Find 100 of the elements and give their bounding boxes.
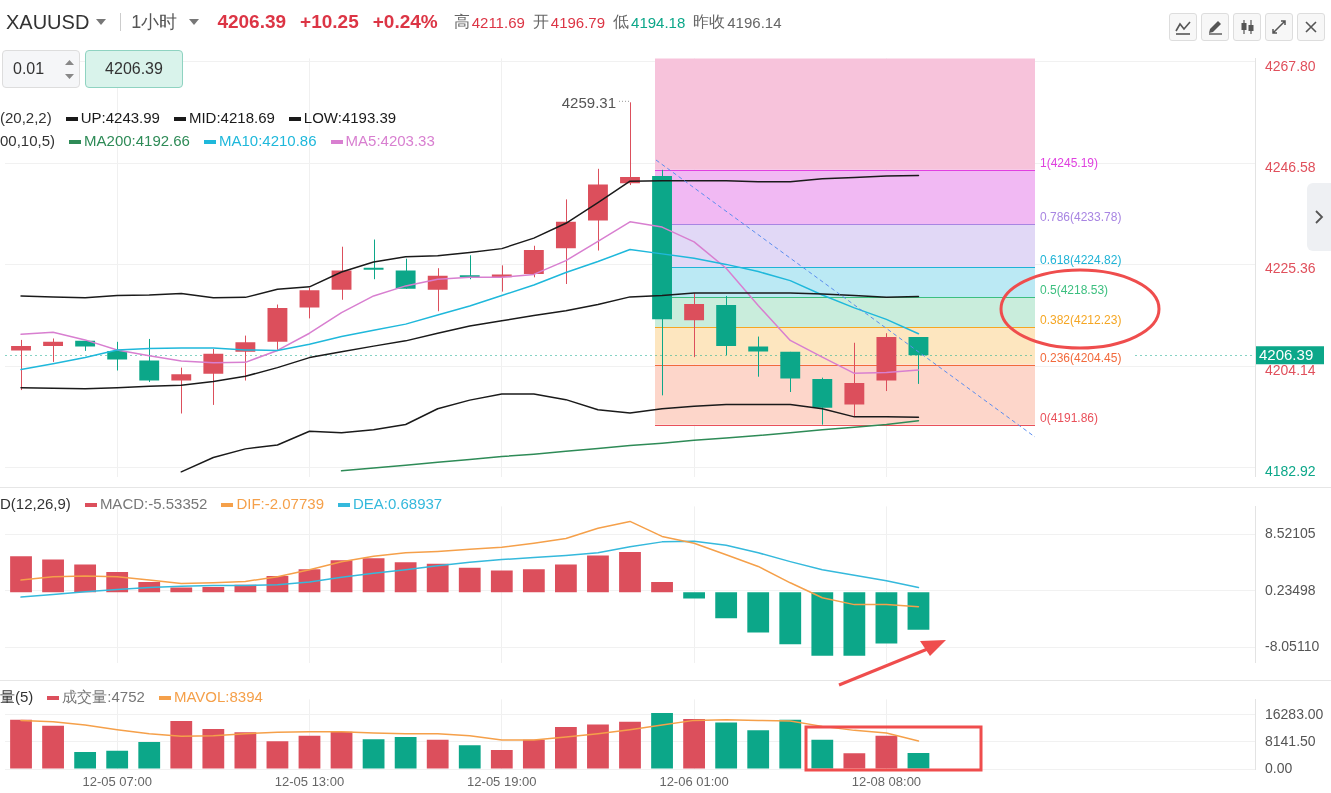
y-tick-label: 4225.36 <box>1265 260 1316 277</box>
y-tick-label: 8141.50 <box>1265 732 1316 749</box>
y-tick-label: 16283.00 <box>1265 705 1324 722</box>
bar <box>779 719 802 769</box>
x-tick-label: 12-05 19:00 <box>467 774 537 790</box>
candlestick <box>299 287 320 319</box>
annotation: 0.01 <box>13 60 45 78</box>
bar <box>522 569 545 593</box>
bar <box>42 725 64 769</box>
bar <box>587 724 609 769</box>
annotation: 4259.31 <box>561 94 616 112</box>
bar <box>715 722 738 769</box>
candlestick <box>363 239 384 280</box>
legend-label: MA200:4192.66 <box>84 132 190 149</box>
bar <box>362 558 385 593</box>
legend-label: DEA:0.68937 <box>352 495 443 512</box>
candlestick <box>171 367 192 415</box>
ref-line-label: 1(4245.19) <box>1040 155 1099 170</box>
bar <box>10 719 32 769</box>
bar <box>490 570 513 593</box>
candlestick <box>459 254 480 280</box>
bar <box>747 730 770 769</box>
bar <box>170 721 193 769</box>
candlestick <box>139 338 160 383</box>
bar <box>362 739 385 769</box>
candlestick <box>908 336 929 385</box>
bar <box>715 592 738 619</box>
annotation: 量(5) <box>0 688 34 705</box>
bar <box>490 750 513 769</box>
candlestick <box>11 339 31 391</box>
text: +10.25 <box>300 11 359 33</box>
legend-label: MACD:-5.53352 <box>99 495 208 512</box>
bar <box>779 592 802 645</box>
text: 低 <box>613 11 630 32</box>
bar <box>10 556 32 593</box>
y-tick-label: 4182.92 <box>1265 463 1316 480</box>
ref-line-label: 0(4191.86) <box>1040 410 1099 425</box>
candlestick <box>427 267 448 312</box>
text: 4194.18 <box>631 13 686 31</box>
chart-title: XAUUSD <box>6 10 90 34</box>
bar <box>619 721 641 769</box>
text: 开 <box>532 11 549 32</box>
text: 高 <box>453 11 470 32</box>
text: 4196.79 <box>550 13 606 31</box>
bar <box>426 739 449 769</box>
annotation: D(12,26,9) <box>0 495 71 512</box>
bar <box>74 752 97 769</box>
bar <box>42 559 64 593</box>
x-tick-label: 12-05 13:00 <box>274 774 345 790</box>
bar <box>619 552 641 593</box>
text: 4196.14 <box>727 13 782 31</box>
x-tick-label: 12-05 07:00 <box>82 774 152 790</box>
bar <box>202 729 225 769</box>
bar <box>811 739 834 769</box>
bar <box>555 727 577 769</box>
candlestick <box>203 348 224 406</box>
bar <box>875 592 898 644</box>
bar <box>202 586 225 593</box>
legend-label: MAVOL:8394 <box>173 688 263 705</box>
ref-line-label: 0.236(4204.45) <box>1040 350 1122 365</box>
bar <box>458 567 481 593</box>
y-tick-label: 4246.58 <box>1265 159 1316 176</box>
bar <box>138 742 161 769</box>
legend-label: MA10:4210.86 <box>218 132 317 149</box>
bar <box>394 737 417 769</box>
bar <box>907 592 930 630</box>
bar <box>330 731 353 769</box>
bar <box>394 562 417 593</box>
bar <box>875 735 898 769</box>
y-tick-label: 8.52105 <box>1265 525 1316 542</box>
bar <box>843 753 866 769</box>
y-tick-label: 4267.80 <box>1265 57 1316 74</box>
y-tick-label: 0.23498 <box>1265 581 1316 598</box>
ref-line-label: 0.786(4233.78) <box>1040 209 1122 224</box>
y-tick-label: 0.00 <box>1265 759 1293 776</box>
bar <box>907 753 930 769</box>
bar <box>811 592 834 656</box>
bar <box>426 563 449 593</box>
text: 4211.69 <box>471 13 525 31</box>
annotation: 4206.39 <box>85 50 183 88</box>
bar <box>747 592 770 633</box>
bar <box>587 555 609 593</box>
annotation: 00,10,5) <box>0 132 56 149</box>
x-tick-label: 12-06 01:00 <box>659 774 729 790</box>
legend-label: UP:4243.99 <box>80 109 160 126</box>
bar <box>266 741 289 769</box>
ref-line-label: 4206.39 <box>1259 346 1314 364</box>
bar <box>298 735 321 769</box>
bar <box>651 582 673 593</box>
legend-label: LOW:4193.39 <box>303 109 397 126</box>
legend-label: MID:4218.69 <box>188 109 275 126</box>
annotation: (20,2,2) <box>0 109 52 126</box>
ref-line-label: 0.5(4218.53) <box>1040 282 1109 297</box>
bar <box>555 564 577 593</box>
candlestick <box>43 337 64 363</box>
candlestick <box>523 245 544 278</box>
bar <box>234 732 257 769</box>
legend-label: DIF:-2.07739 <box>236 495 324 512</box>
ref-line-label: 0.618(4224.82) <box>1040 252 1122 267</box>
candlestick <box>107 341 128 371</box>
